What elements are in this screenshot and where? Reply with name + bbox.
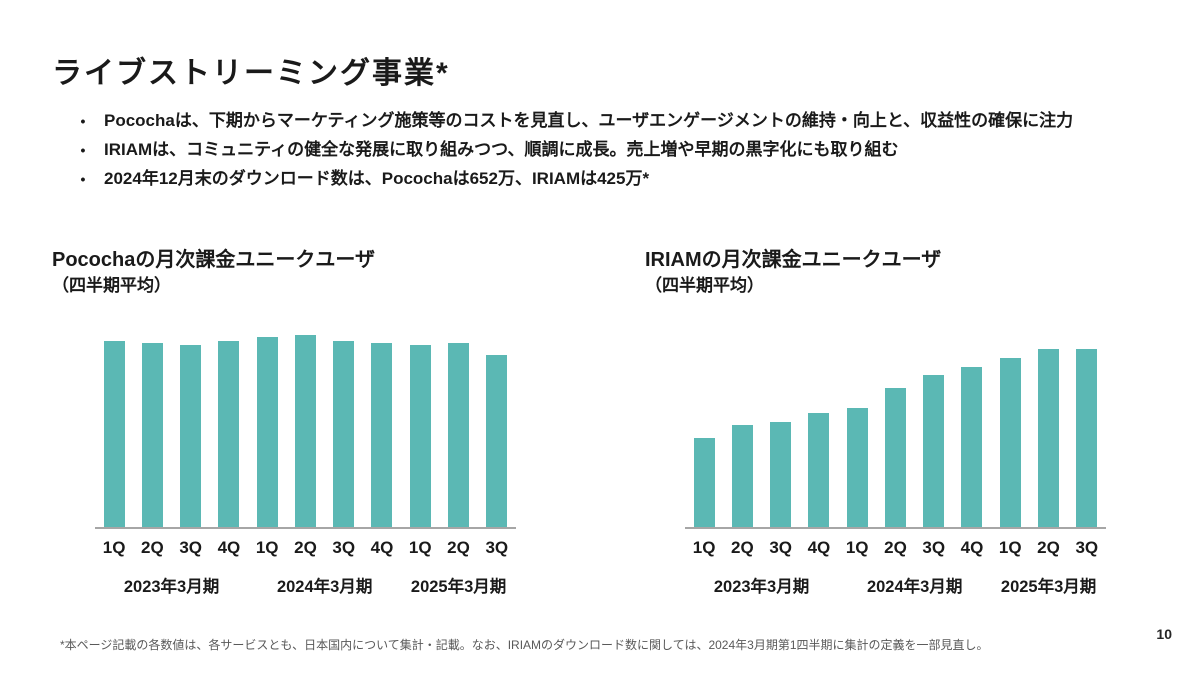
- x-tick-label: 3Q: [332, 538, 356, 557]
- bar: [486, 354, 508, 527]
- bar-chart-pococha: 1Q 2Q 3Q 4Q 1Q 2Q 3Q 4Q 1Q 2Q 3Q 2023年3月期 2024年3月期 2…: [95, 322, 516, 597]
- bar: [884, 387, 906, 527]
- x-tick-label: 2Q: [731, 538, 754, 557]
- x-tick-label: 4Q: [217, 538, 241, 557]
- bar: [448, 343, 470, 527]
- bar: [961, 366, 983, 527]
- x-tick-label: 4Q: [960, 538, 984, 557]
- bar: [333, 341, 355, 527]
- bullet-text: Pocochaは、下期からマーケティング施策等のコストを見直し、ユーザエンゲージ…: [104, 111, 1074, 130]
- bar: [180, 345, 202, 527]
- year-group-label: 2025年3月期: [1000, 578, 1097, 596]
- page-title: ライブストリーミング事業*: [52, 57, 450, 90]
- footnote: *本ページ記載の各数値は、各サービスとも、日本国内について集計・記載。なお、IR…: [60, 638, 989, 652]
- x-tick-label: 3Q: [1075, 538, 1099, 557]
- plot-area: [95, 322, 516, 527]
- bar: [294, 335, 316, 527]
- bullet-list: • Pocochaは、下期からマーケティング施策等のコストを見直し、ユーザエンゲ…: [62, 108, 1162, 195]
- year-label-row: 2023年3月期 2024年3月期 2025年3月期: [95, 573, 516, 597]
- bullet-text: IRIAMは、コミュニティの健全な発展に取り組みつつ、順調に成長。売上増や早期の…: [104, 140, 899, 159]
- bar: [923, 375, 945, 527]
- bar: [103, 341, 125, 527]
- x-tick-label: 2Q: [884, 538, 907, 557]
- x-axis-tick-row: 1Q 2Q 3Q 4Q 1Q 2Q 3Q 4Q 1Q 2Q 3Q: [95, 538, 516, 558]
- year-group-label: 2024年3月期: [276, 578, 373, 596]
- x-tick-label: 1Q: [408, 538, 432, 557]
- bar: [1076, 348, 1098, 527]
- page-number: 10: [1156, 626, 1172, 642]
- chart-title: IRIAMの月次課金ユニークユーザ: [645, 249, 942, 271]
- bullet-dot-icon: •: [80, 142, 86, 158]
- plot-area: [685, 322, 1106, 527]
- year-label-row: 2023年3月期 2024年3月期 2025年3月期: [685, 573, 1106, 597]
- bar: [846, 407, 868, 527]
- year-group-label: 2023年3月期: [123, 578, 220, 596]
- x-tick-label: 1Q: [998, 538, 1022, 557]
- x-tick-label: 1Q: [845, 538, 869, 557]
- bullet-item: • IRIAMは、コミュニティの健全な発展に取り組みつつ、順調に成長。売上増や早…: [62, 137, 1162, 163]
- bar-chart-iriam: 1Q 2Q 3Q 4Q 1Q 2Q 3Q 4Q 1Q 2Q 3Q 2023年3月期 2024年3月期 2…: [685, 322, 1106, 597]
- bar: [256, 337, 278, 527]
- chart-title-block-iriam: IRIAMの月次課金ユニークユーザ （四半期平均）: [645, 246, 941, 298]
- bullet-text: 2024年12月末のダウンロード数は、Pocochaは652万、IRIAMは42…: [104, 169, 650, 188]
- year-group-label: 2024年3月期: [866, 578, 963, 596]
- bullet-item: • Pocochaは、下期からマーケティング施策等のコストを見直し、ユーザエンゲ…: [62, 108, 1162, 134]
- x-tick-label: 3Q: [922, 538, 946, 557]
- bar: [693, 437, 715, 527]
- x-tick-label: 2Q: [447, 538, 470, 557]
- bullet-dot-icon: •: [80, 171, 86, 187]
- chart-title: Pocochaの月次課金ユニークユーザ: [52, 249, 375, 271]
- bar: [1038, 348, 1060, 527]
- bar: [808, 412, 830, 527]
- x-tick-label: 2Q: [1037, 538, 1060, 557]
- chart-subtitle: （四半期平均）: [52, 276, 171, 295]
- bar: [409, 345, 431, 527]
- x-axis-line: [95, 527, 516, 529]
- year-group-label: 2025年3月期: [410, 578, 507, 596]
- x-tick-label: 2Q: [294, 538, 317, 557]
- x-tick-label: 2Q: [141, 538, 164, 557]
- x-tick-label: 3Q: [485, 538, 509, 557]
- bullet-dot-icon: •: [80, 113, 86, 129]
- chart-title-block-pococha: Pocochaの月次課金ユニークユーザ （四半期平均）: [52, 246, 375, 298]
- bar: [218, 341, 240, 527]
- x-tick-label: 1Q: [255, 538, 279, 557]
- bullet-item: • 2024年12月末のダウンロード数は、Pocochaは652万、IRIAMは…: [62, 166, 1162, 192]
- x-tick-label: 3Q: [769, 538, 792, 557]
- bar: [999, 357, 1021, 527]
- bar: [141, 343, 163, 527]
- x-axis-tick-row: 1Q 2Q 3Q 4Q 1Q 2Q 3Q 4Q 1Q 2Q 3Q: [685, 538, 1106, 558]
- x-tick-label: 4Q: [807, 538, 831, 557]
- bar: [770, 421, 792, 527]
- bar: [731, 425, 753, 527]
- chart-subtitle: （四半期平均）: [645, 276, 764, 295]
- x-tick-label: 3Q: [179, 538, 202, 557]
- x-axis-line: [685, 527, 1106, 529]
- bar: [371, 343, 393, 527]
- x-tick-label: 1Q: [692, 538, 716, 557]
- x-tick-label: 1Q: [102, 538, 126, 557]
- x-tick-label: 4Q: [370, 538, 394, 557]
- year-group-label: 2023年3月期: [713, 578, 810, 596]
